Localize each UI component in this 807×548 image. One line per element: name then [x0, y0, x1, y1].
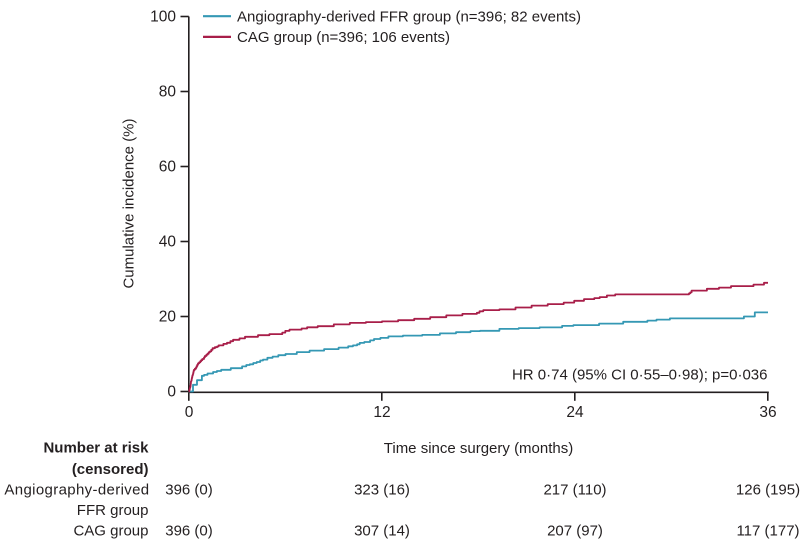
svg-text:80: 80 — [159, 84, 177, 101]
svg-text:Number at risk: Number at risk — [43, 440, 149, 457]
svg-text:HR 0·74 (95% CI 0·55–0·98); p=: HR 0·74 (95% CI 0·55–0·98); p=0·036 — [512, 367, 768, 384]
svg-text:24: 24 — [566, 404, 584, 421]
svg-text:396 (0): 396 (0) — [165, 482, 213, 499]
svg-text:Cumulative incidence (%): Cumulative incidence (%) — [120, 118, 137, 288]
svg-text:Angiography-derived: Angiography-derived — [4, 482, 149, 499]
svg-text:40: 40 — [159, 234, 177, 251]
svg-text:396 (0): 396 (0) — [165, 523, 213, 540]
svg-text:0: 0 — [185, 404, 194, 421]
svg-text:FFR group: FFR group — [77, 502, 149, 519]
svg-text:207 (97): 207 (97) — [547, 523, 603, 540]
svg-text:CAG group: CAG group — [73, 523, 148, 540]
svg-text:36: 36 — [759, 404, 776, 421]
svg-text:307 (14): 307 (14) — [354, 523, 410, 540]
svg-text:217 (110): 217 (110) — [543, 482, 606, 499]
svg-text:20: 20 — [159, 309, 177, 326]
svg-text:117 (177): 117 (177) — [736, 523, 799, 540]
svg-text:0: 0 — [167, 384, 176, 401]
svg-text:Time since surgery (months): Time since surgery (months) — [384, 440, 574, 457]
svg-text:126 (195): 126 (195) — [736, 482, 800, 499]
svg-text:(censored): (censored) — [72, 461, 149, 478]
svg-text:12: 12 — [373, 404, 390, 421]
svg-text:Angiography-derived FFR group: Angiography-derived FFR group (n=396; 82… — [237, 9, 581, 26]
svg-text:60: 60 — [159, 159, 177, 176]
svg-text:CAG group (n=396; 106 events): CAG group (n=396; 106 events) — [237, 29, 450, 46]
svg-text:100: 100 — [150, 9, 176, 26]
svg-text:323 (16): 323 (16) — [354, 482, 410, 499]
